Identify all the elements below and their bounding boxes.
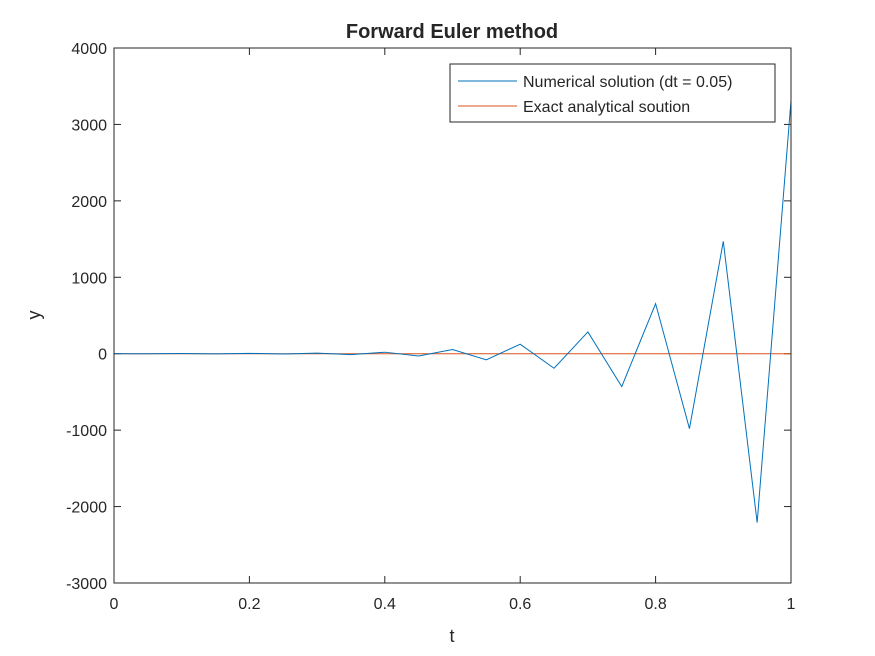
series-numerical-line — [113, 100, 792, 523]
legend-box — [449, 63, 776, 123]
y-tick-label: 4000 — [71, 41, 107, 58]
x-tick-label: 0.6 — [509, 596, 531, 613]
y-tick-label: 1000 — [71, 270, 107, 287]
plot-area — [114, 48, 791, 583]
x-tick-label: 0.2 — [238, 596, 260, 613]
x-tick-label: 1 — [787, 596, 796, 613]
legend: Numerical solution (dt = 0.05) Exact ana… — [449, 63, 776, 123]
y-tick-label: 2000 — [71, 194, 107, 211]
chart-title: Forward Euler method — [346, 21, 558, 43]
y-tick-label: 3000 — [71, 117, 107, 134]
y-axis-label: y — [24, 311, 44, 320]
series-layer — [113, 100, 792, 523]
legend-label-numerical: Numerical solution (dt = 0.05) — [523, 74, 732, 91]
plot-frame — [113, 47, 792, 584]
x-tick-label: 0 — [110, 596, 119, 613]
legend-label-exact: Exact analytical soution — [523, 99, 690, 116]
x-axis-label: t — [449, 626, 454, 646]
y-tick-label: -2000 — [66, 500, 107, 517]
x-tick-label: 0.8 — [644, 596, 666, 613]
y-tick-label: -3000 — [66, 576, 107, 593]
y-tick-label: 0 — [98, 347, 107, 364]
y-tick-label: -1000 — [66, 423, 107, 440]
x-tick-label: 0.4 — [374, 596, 396, 613]
